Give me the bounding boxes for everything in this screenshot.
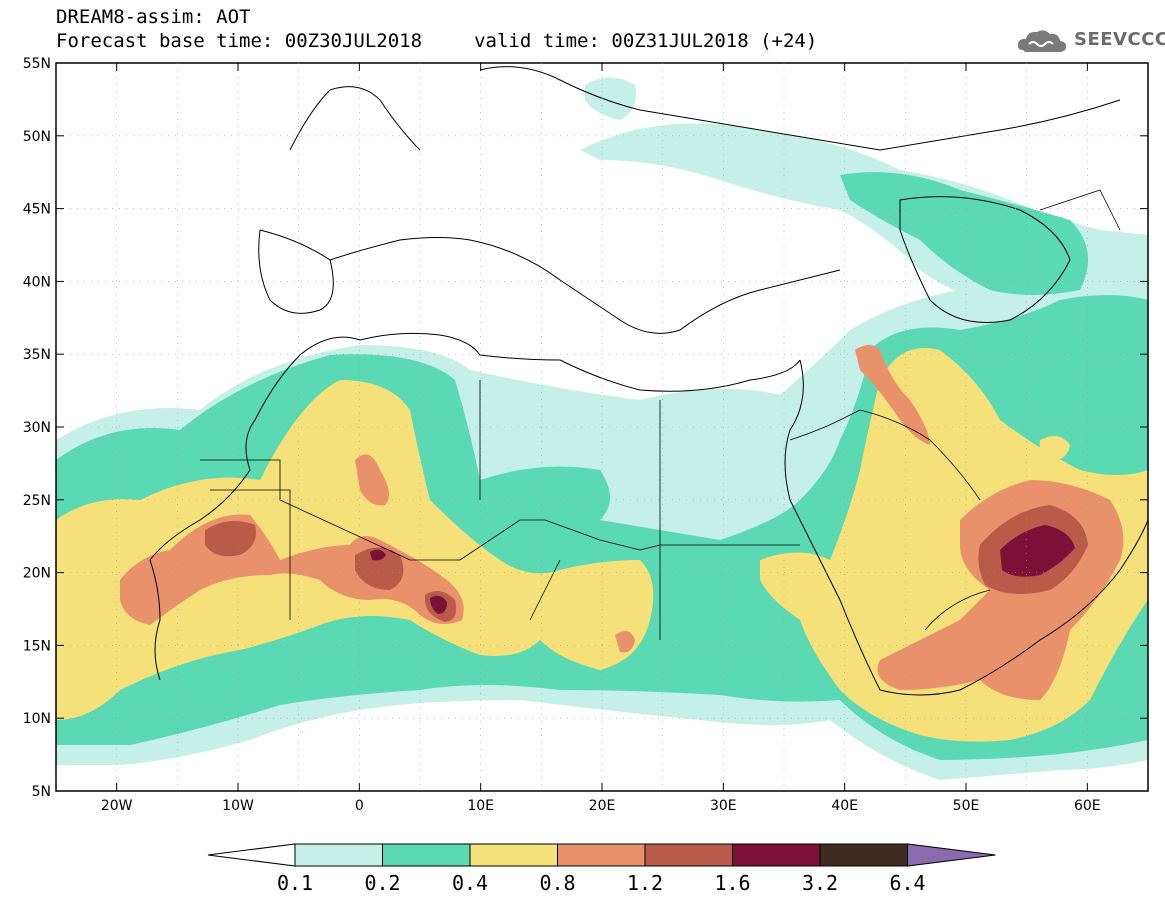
colorbar-labels: 0.1 0.2 0.4 0.8 1.2 1.6 3.2 6.4 [0,871,1165,895]
colorbar-over-arrow [907,843,996,867]
lat-tick-label: 25N [23,493,51,509]
colorbar-segment [557,843,646,867]
lon-tick-label: 10E [467,798,494,814]
lon-tick-label: 10W [222,798,254,814]
lat-tick-label: 40N [23,274,51,290]
lon-tick-label: 40E [831,798,858,814]
colorbar-segment [469,843,558,867]
valid-time-label: valid time: [474,30,600,52]
lat-tick-label: 30N [23,420,51,436]
map-title: DREAM8-assim: AOT [56,6,251,28]
lon-tick-label: 30E [710,798,737,814]
base-time-label: Forecast base time: [56,30,274,52]
lat-tick-label: 55N [23,56,51,72]
lon-tick-label: 20W [101,798,133,814]
colorbar-segment [382,843,471,867]
colorbar-label: 1.2 [626,871,664,895]
lat-tick-label: 5N [32,784,51,800]
aot-level-1-6 [370,525,1075,614]
colorbar-label: 6.4 [889,871,926,895]
colorbar-label: 0.1 [276,871,314,895]
logo-text: SEEVCCC [1074,29,1165,50]
lon-tick-label: 20E [589,798,616,814]
colorbar-under-arrow [207,843,296,867]
lat-tick-label: 20N [23,566,51,582]
colorbar-label: 0.8 [539,871,576,895]
colorbar-segment [732,843,821,867]
colorbar-segment [294,843,383,867]
longitude-ticks: 20W 10W 0 10E 20E 30E 40E 50E 60E [101,63,1101,814]
lat-tick-label: 35N [23,347,51,363]
cloud-icon [1017,30,1067,52]
borders [200,189,1121,640]
lon-tick-label: 50E [953,798,980,814]
lon-tick-label: 0 [355,798,364,814]
graticule [56,63,1148,791]
base-time-value: 00Z30JUL2018 [284,30,423,52]
lat-tick-label: 10N [23,711,51,727]
valid-time-value: 00Z31JUL2018 (+24) [611,30,818,52]
colorbar-label: 0.2 [364,871,401,895]
time-line: Forecast base time: 00Z30JUL2018 valid ti… [56,30,817,52]
colorbar-label: 3.2 [801,871,839,895]
colorbar-segment [819,843,908,867]
colorbar [207,843,996,867]
colorbar-segment [644,843,733,867]
colorbar-label: 0.4 [451,871,489,895]
lat-tick-label: 45N [23,202,51,218]
lon-tick-label: 60E [1074,798,1101,814]
coastlines [149,66,1148,696]
lat-tick-label: 15N [23,638,51,654]
colorbar-label: 1.6 [714,871,751,895]
lat-tick-label: 50N [23,129,51,145]
latitude-ticks: 55N 50N 45N 40N 35N 30N 25N 20N 15N 10N 5N [23,56,1148,800]
